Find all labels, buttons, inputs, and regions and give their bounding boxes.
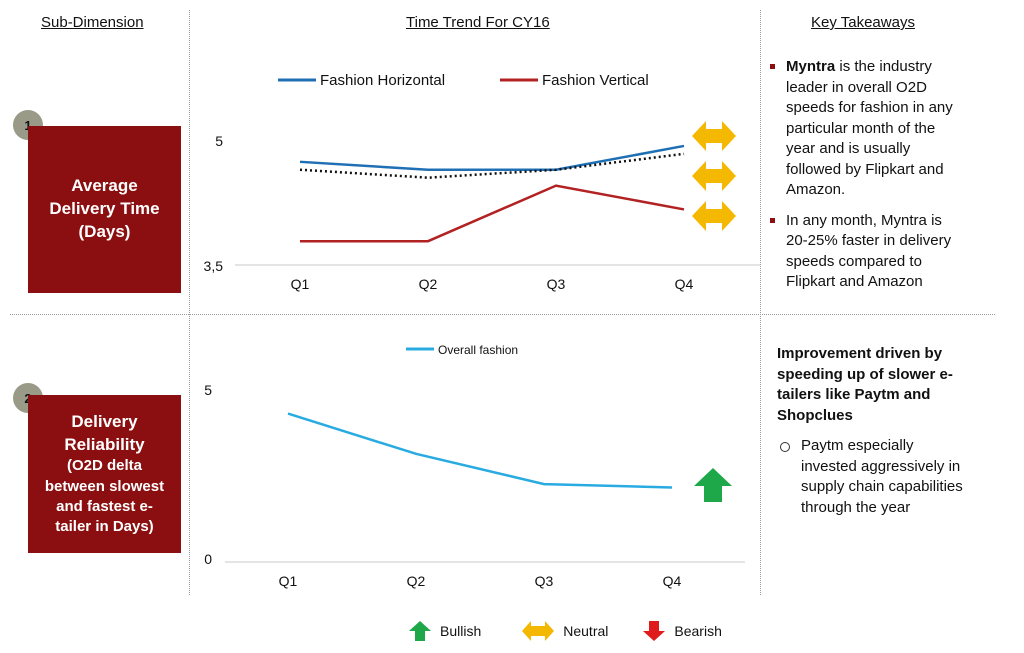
x-tick-label: Q4 bbox=[675, 276, 694, 292]
takeaway-line: is the industry bbox=[835, 58, 932, 75]
series-line bbox=[299, 152, 685, 179]
takeaway-bold: Myntra bbox=[786, 58, 836, 75]
square-bullet-icon bbox=[770, 64, 775, 69]
x-tick-label: Q2 bbox=[419, 276, 438, 292]
delivery-time-chart: Q1 Q2 Q3 Q4 5 3,5 Fashion Horizontal Fashion Ve… bbox=[204, 72, 760, 292]
dimension-title-line: Reliability bbox=[64, 434, 145, 454]
y-tick-label: 5 bbox=[215, 133, 223, 149]
square-bullet-icon bbox=[770, 217, 775, 223]
takeaway-line: leader in overall O2D bbox=[786, 78, 927, 96]
takeaway-heading-line: speeding up of slower e- bbox=[777, 365, 953, 383]
left-divider bbox=[189, 10, 190, 595]
takeaway-item: Myntra is the industry leader in overall… bbox=[767, 57, 1002, 201]
neutral-arrow-icon bbox=[692, 161, 736, 191]
takeaway-item: Paytm especially invested aggressively i… bbox=[777, 436, 1007, 518]
legend-neutral: Neutral bbox=[521, 620, 608, 642]
x-tick-label: Q2 bbox=[407, 573, 426, 589]
takeaway-line: In any month, Myntra is bbox=[786, 211, 942, 229]
takeaway-heading-line: Shopclues bbox=[777, 406, 853, 424]
takeaway-line: speeds compared to bbox=[786, 252, 922, 270]
takeaway-line: year and is usually bbox=[786, 140, 911, 157]
takeaway-heading-line: Improvement driven by bbox=[777, 345, 943, 362]
x-tick-label: Q1 bbox=[279, 573, 298, 589]
double-arrow-icon bbox=[522, 621, 555, 641]
takeaway-heading: Improvement driven by speeding up of slo… bbox=[777, 344, 1007, 426]
dimension-subtitle-line: and fastest e- bbox=[56, 497, 153, 515]
dimension-subtitle-line: (O2D delta bbox=[66, 457, 142, 475]
takeaway-line: particular month of the bbox=[786, 119, 936, 137]
y-tick-label: 0 bbox=[204, 551, 212, 567]
right-divider bbox=[760, 10, 761, 595]
bullish-arrow-icon bbox=[694, 468, 732, 502]
dimension-title-line: Average bbox=[71, 176, 138, 196]
takeaway-line: Amazon. bbox=[786, 181, 846, 198]
row-divider bbox=[10, 314, 995, 315]
series-line bbox=[287, 412, 673, 489]
neutral-arrow-icon bbox=[692, 201, 736, 231]
takeaway-line: supply chain capabilities bbox=[801, 478, 963, 495]
x-tick-label: Q4 bbox=[663, 573, 682, 589]
indicator-legend: Bullish Neutral Bearish bbox=[408, 620, 722, 642]
neutral-arrow-icon bbox=[692, 121, 736, 151]
down-arrow-icon bbox=[643, 621, 666, 641]
takeaway-line: followed by Flipkart and bbox=[786, 160, 944, 178]
legend-bullish: Bullish bbox=[408, 620, 481, 642]
takeaways-list-1: Myntra is the industry leader in overall… bbox=[767, 57, 1002, 303]
dimension-box-delivery-time: Average Delivery Time (Days) bbox=[28, 126, 181, 293]
dimension-title-line: (Days) bbox=[78, 221, 131, 241]
up-arrow-icon bbox=[409, 621, 431, 641]
takeaway-line: through the year bbox=[801, 498, 911, 516]
x-tick-label: Q1 bbox=[291, 276, 310, 292]
time-trend-header: Time Trend For CY16 bbox=[406, 14, 550, 31]
legend-label: Bullish bbox=[440, 623, 482, 639]
dimension-title-line: Delivery Time bbox=[49, 199, 160, 219]
y-tick-label: 3,5 bbox=[204, 258, 224, 274]
x-tick-label: Q3 bbox=[547, 276, 566, 292]
takeaway-heading-line: tailers like Paytm and bbox=[777, 386, 931, 403]
dimension-subtitle-line: tailer in Days) bbox=[55, 518, 154, 536]
dimension-subtitle-line: between slowest bbox=[44, 477, 165, 495]
series-line bbox=[299, 144, 685, 171]
circle-bullet-icon bbox=[780, 442, 790, 452]
delivery-reliability-chart: Q1 Q2 Q3 Q4 5 0 Overall fashion bbox=[204, 343, 745, 589]
takeaway-line: invested aggressively in bbox=[801, 457, 961, 475]
key-takeaways-header: Key Takeaways bbox=[811, 14, 915, 31]
legend-label: Fashion Vertical bbox=[542, 72, 649, 89]
legend-label: Neutral bbox=[563, 623, 609, 639]
takeaway-line: Paytm especially bbox=[801, 437, 914, 454]
takeaway-item: In any month, Myntra is 20-25% faster in… bbox=[767, 211, 1002, 293]
takeaway-line: speeds for fashion in any bbox=[786, 99, 953, 116]
takeaway-line: 20-25% faster in delivery bbox=[786, 232, 952, 249]
sub-dimension-header: Sub-Dimension bbox=[41, 14, 144, 31]
legend-label: Overall fashion bbox=[438, 343, 518, 357]
y-tick-label: 5 bbox=[204, 382, 212, 398]
x-tick-label: Q3 bbox=[535, 573, 554, 589]
legend-label: Bearish bbox=[674, 623, 722, 639]
dimension-box-delivery-reliability: Delivery Reliability (O2D delta between … bbox=[28, 395, 181, 553]
legend-label: Fashion Horizontal bbox=[320, 72, 445, 89]
takeaways-list-2: Improvement driven by speeding up of slo… bbox=[777, 344, 1007, 518]
dimension-title-line: Delivery bbox=[71, 411, 138, 431]
takeaway-line: Flipkart and Amazon bbox=[786, 273, 923, 290]
series-line bbox=[300, 184, 685, 243]
legend-bearish: Bearish bbox=[642, 620, 722, 642]
